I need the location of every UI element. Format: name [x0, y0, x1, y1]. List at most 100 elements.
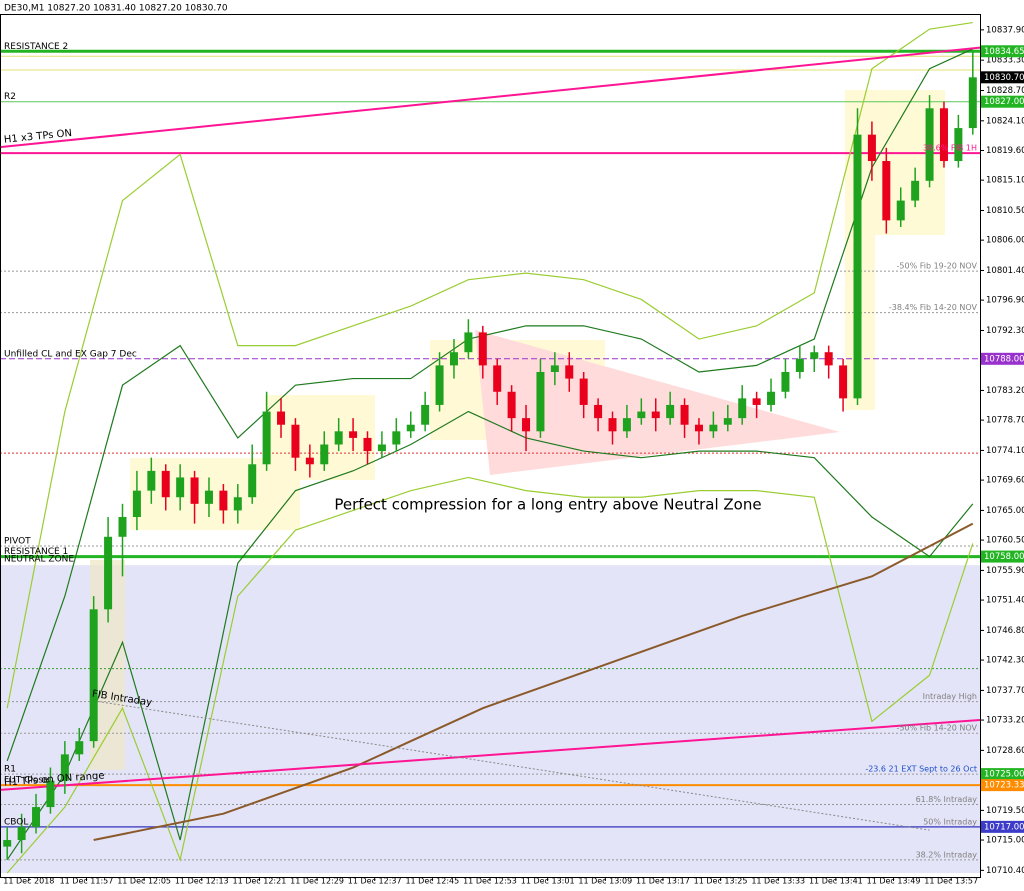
candle-body: [738, 398, 747, 419]
level-label: Intraday High: [923, 692, 977, 701]
candle-body: [781, 371, 790, 392]
candle-body: [118, 517, 127, 537]
level-label: RESISTANCE 2: [4, 42, 68, 52]
candle-body: [752, 398, 761, 405]
candle-body: [277, 411, 286, 425]
candle-body: [32, 807, 41, 827]
candle-body: [579, 378, 588, 405]
candle-body: [377, 444, 386, 452]
level-label: R1: [4, 765, 16, 775]
price-tag-label: 10723.33: [984, 781, 1024, 791]
candle-body: [925, 108, 934, 181]
y-tick-label: 10774.10: [986, 446, 1024, 456]
y-tick-label: 10801.40: [986, 266, 1024, 276]
trend-line: [0, 719, 980, 791]
level-label: CBOL: [4, 817, 28, 827]
candle-body: [132, 490, 141, 518]
chart-title: DE30,M1 10827.20 10831.40 10827.20 10830…: [4, 4, 228, 14]
price-tag: [981, 45, 1024, 58]
level-label: PIVOT: [4, 537, 31, 547]
x-tick-label: 11 Dec 11:57: [60, 877, 114, 886]
y-tick-label: 10833.30: [986, 56, 1024, 66]
candle-body: [464, 332, 473, 353]
y-tick-label: 10783.20: [986, 386, 1024, 396]
candle-body: [421, 404, 430, 425]
x-tick-label: 11 Dec 12:21: [233, 877, 287, 886]
level-label: -50% Fib 14-20 NOV: [897, 724, 978, 733]
y-tick-label: 10792.30: [986, 326, 1024, 336]
band-line: [6, 21, 973, 709]
price-tag-label: 10788.00: [984, 354, 1024, 364]
level-label: 38.6% FIB 1H: [923, 144, 977, 153]
level-label: -50% Fib 19-20 NOV: [897, 262, 978, 271]
candle-body: [46, 780, 55, 808]
candle-body: [248, 464, 257, 498]
candle-body: [435, 365, 444, 405]
x-tick-label: 11 Dec 13:01: [521, 877, 575, 886]
x-tick-label: 11 Dec 12:13: [175, 877, 229, 886]
price-tag: [981, 820, 1024, 833]
candle-body: [911, 180, 920, 201]
candle-body: [622, 418, 631, 432]
x-tick-label: 11 Dec 13:33: [751, 877, 805, 886]
level-label: RESISTANCE 1: [4, 547, 68, 557]
candle-body: [954, 128, 963, 162]
level-label: 61.8% Intraday: [916, 795, 978, 804]
candle-body: [839, 365, 848, 399]
candle-body: [104, 536, 113, 610]
candle-body: [507, 391, 516, 419]
level-label: -23.6 21 EXT Sept to 26 Oct: [865, 765, 977, 774]
x-tick-label: 11 Dec 13:57: [924, 877, 978, 886]
candle-body: [939, 108, 948, 162]
candle-body: [550, 365, 559, 372]
candle-body: [810, 352, 819, 359]
candle-body: [767, 391, 776, 405]
x-tick-label: 11 Dec 2018: [3, 877, 54, 886]
trend-line: [89, 699, 930, 831]
level-label: -38.4% Fib 14-20 NOV: [889, 303, 978, 312]
annotation: Perfect compression for a long entry abo…: [334, 496, 761, 514]
level-label: 50% Intraday: [923, 817, 977, 826]
candle-body: [680, 404, 689, 425]
candle-body: [449, 352, 458, 366]
level-label: FUT Close: [4, 776, 49, 786]
candle-body: [75, 741, 84, 755]
candle-body: [867, 134, 876, 162]
candle-body: [392, 431, 401, 445]
candle-body: [190, 477, 199, 504]
candle-body: [176, 477, 185, 498]
candle-body: [666, 404, 675, 419]
trend-line: [0, 46, 980, 149]
y-tick-label: 10778.70: [986, 416, 1024, 426]
frame: [0, 14, 981, 878]
y-tick-label: 10710.40: [986, 866, 1024, 876]
candle-body: [608, 418, 617, 432]
candle-body: [3, 840, 12, 847]
price-tag: [981, 95, 1024, 108]
y-tick-label: 10737.70: [986, 686, 1024, 696]
plot: [0, 21, 980, 874]
zone-label: NEUTRAL ZONE: [4, 555, 74, 565]
band-line: [6, 410, 974, 861]
x-tick-label: 11 Dec 12:45: [405, 877, 459, 886]
price-tag: [981, 779, 1024, 792]
candle-body: [147, 470, 156, 491]
price-tag-label: 10827.00: [984, 97, 1024, 107]
price-tag-label: 10834.65: [984, 47, 1024, 57]
x-tick-label: 11 Dec 12:53: [463, 877, 517, 886]
candle-body: [17, 826, 26, 841]
candle-body: [536, 371, 545, 432]
candle-body: [723, 418, 732, 425]
y-tick-label: 10742.30: [986, 656, 1024, 666]
candle-body: [968, 77, 977, 129]
candle-body: [89, 609, 98, 742]
x-tick-label: 11 Dec 12:37: [348, 877, 402, 886]
y-tick-label: 10719.50: [986, 806, 1024, 816]
price-tag: [981, 550, 1024, 563]
axis: 10837.90 10833.30 10828.70 10824.10 10819.60…: [3, 25, 1024, 886]
candle-body: [478, 332, 487, 366]
candle-body: [363, 437, 372, 452]
price-tag-label: 10830.70: [984, 73, 1024, 83]
price-tag: [981, 768, 1024, 781]
